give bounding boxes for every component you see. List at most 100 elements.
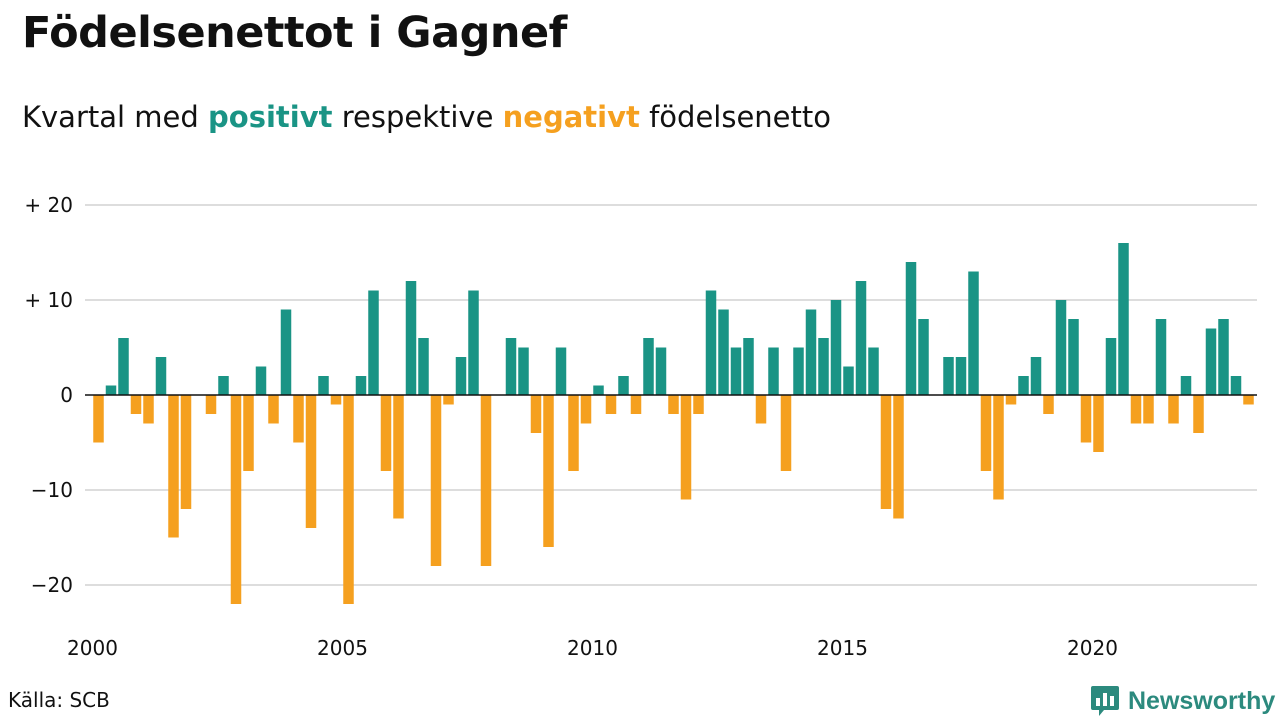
positive-bar [655,347,667,395]
subtitle-positive-label: positivt [208,100,333,134]
negative-bar [393,395,404,519]
positive-bar [1180,376,1192,395]
chart-subtitle: Kvartal med positivt respektive negativt… [22,100,831,134]
negative-bar [180,395,192,509]
negative-bar [568,395,579,471]
positive-bar [318,376,329,395]
positive-bar [280,309,292,395]
negative-bar [268,395,279,424]
negative-bar [1143,395,1154,424]
positive-bar [1230,376,1242,395]
negative-bar [1093,395,1104,452]
positive-bar [1030,357,1042,395]
subtitle-text-1: Kvartal med [22,100,209,134]
chart-bars [93,243,1254,604]
positive-bar [843,366,854,395]
negative-bar [580,395,592,424]
negative-bar [893,395,904,519]
positive-bar [1155,319,1167,395]
negative-bar [480,395,492,566]
brand-name: Newsworthy [1128,686,1276,715]
positive-bar [218,376,229,395]
x-axis: 2000 2005 2010 2015 2020 [67,636,1118,660]
positive-bar [468,290,479,395]
negative-bar [143,395,154,424]
positive-bar [155,357,167,395]
positive-bar [1118,243,1129,395]
positive-bar [593,385,604,395]
positive-bar [705,290,717,395]
negative-bar [668,395,679,414]
positive-bar [105,385,117,395]
negative-bar [1043,395,1054,414]
positive-bar [968,271,979,395]
positive-bar [355,376,367,395]
positive-bar [255,366,267,395]
positive-bar [830,300,842,395]
x-tick-label: 2015 [817,636,868,660]
positive-bar [818,338,829,395]
negative-bar [1168,395,1179,424]
source-note: Källa: SCB [8,688,110,712]
negative-bar [543,395,554,547]
positive-bar [405,281,417,395]
positive-bar [455,357,467,395]
positive-bar [1055,300,1067,395]
negative-bar [230,395,242,604]
negative-bar [430,395,442,566]
y-tick-label: + 10 [24,288,73,312]
positive-bar [505,338,517,395]
positive-bar [793,347,804,395]
negative-bar [1080,395,1092,443]
positive-bar [855,281,867,395]
negative-bar [1130,395,1142,424]
negative-bar [130,395,142,414]
negative-bar [293,395,304,443]
x-tick-label: 2010 [567,636,618,660]
positive-bar [643,338,654,395]
subtitle-text-3: födelsenetto [639,100,831,134]
negative-bar [443,395,454,405]
negative-bar [1243,395,1254,405]
x-tick-label: 2005 [317,636,368,660]
x-tick-label: 2020 [1067,636,1118,660]
positive-bar [955,357,967,395]
brand-logo: Newsworthy [1090,684,1275,718]
positive-bar [768,347,779,395]
negative-bar [980,395,992,471]
positive-bar [918,319,929,395]
chart-title: Födelsenettot i Gagnef [22,8,567,58]
negative-bar [330,395,342,405]
y-tick-label: −20 [31,573,73,597]
positive-bar [905,262,917,395]
y-tick-label: 0 [60,383,73,407]
negative-bar [993,395,1004,500]
y-tick-label: + 20 [24,193,73,217]
positive-bar [555,347,567,395]
positive-bar [1018,376,1029,395]
subtitle-negative-label: negativt [502,100,640,134]
positive-bar [743,338,754,395]
negative-bar [1005,395,1017,405]
negative-bar [780,395,792,471]
negative-bar [755,395,767,424]
negative-bar [305,395,317,528]
negative-bar [343,395,354,604]
bar-chart: + 20 + 10 0 −10 −20 2000 2005 2010 2015 2020 [24,193,1257,660]
y-tick-label: −10 [31,478,73,502]
negative-bar [693,395,704,414]
positive-bar [868,347,879,395]
positive-bar [368,290,379,395]
positive-bar [518,347,529,395]
negative-bar [205,395,217,414]
negative-bar [680,395,692,500]
positive-bar [1068,319,1079,395]
negative-bar [530,395,542,433]
positive-bar [418,338,429,395]
positive-bar [943,357,954,395]
positive-bar [118,338,129,395]
positive-bar [1105,338,1117,395]
positive-bar [1205,328,1217,395]
bar-chart-speech-bubble-icon [1091,686,1119,716]
negative-bar [630,395,642,414]
